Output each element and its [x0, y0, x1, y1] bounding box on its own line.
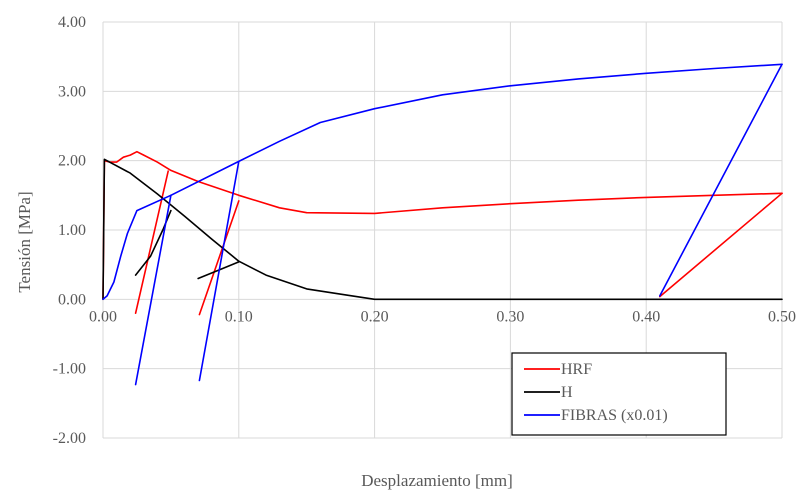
x-axis-title: Desplazamiento [mm] — [361, 471, 513, 490]
legend-label: H — [561, 384, 573, 401]
series-line — [198, 200, 240, 316]
y-tick-label: 3.00 — [58, 83, 86, 100]
series-line — [198, 160, 240, 382]
legend-box — [511, 352, 727, 436]
series-line — [102, 158, 783, 301]
x-tick-label: 0.30 — [496, 308, 524, 325]
series-line — [134, 194, 172, 386]
y-tick-label: 2.00 — [58, 153, 86, 170]
y-tick-label: -2.00 — [53, 430, 86, 447]
y-tick-label: -1.00 — [53, 361, 86, 378]
legend-label: FIBRAS (x0.01) — [561, 407, 668, 424]
series-line — [134, 170, 169, 315]
x-tick-label: 0.10 — [225, 308, 253, 325]
x-tick-label: 0.50 — [768, 308, 796, 325]
series-line — [102, 150, 783, 301]
series-h — [102, 158, 783, 301]
x-tick-label: 0.20 — [361, 308, 389, 325]
y-tick-label: 4.00 — [58, 14, 86, 31]
grid — [102, 21, 783, 439]
series-line — [102, 63, 783, 301]
series-line — [658, 192, 783, 298]
x-tick-label: 0.40 — [632, 308, 660, 325]
x-tick-label: 0.00 — [89, 308, 117, 325]
series-line — [658, 63, 783, 297]
legend: HRF H FIBRAS (x0.01) — [511, 352, 727, 436]
series-line — [197, 261, 240, 280]
series-layer — [102, 63, 783, 386]
legend-label: HRF — [561, 361, 592, 378]
series-fibras-x0-01 — [102, 63, 783, 386]
tick-labels: -2.00 -1.00 0.00 1.00 2.00 3.00 4.00 0.00 0.10 0.… — [53, 14, 796, 447]
y-axis-title: Tensión [MPa] — [15, 191, 34, 292]
y-tick-label: 1.00 — [58, 222, 86, 239]
y-tick-label: 0.00 — [58, 291, 86, 308]
